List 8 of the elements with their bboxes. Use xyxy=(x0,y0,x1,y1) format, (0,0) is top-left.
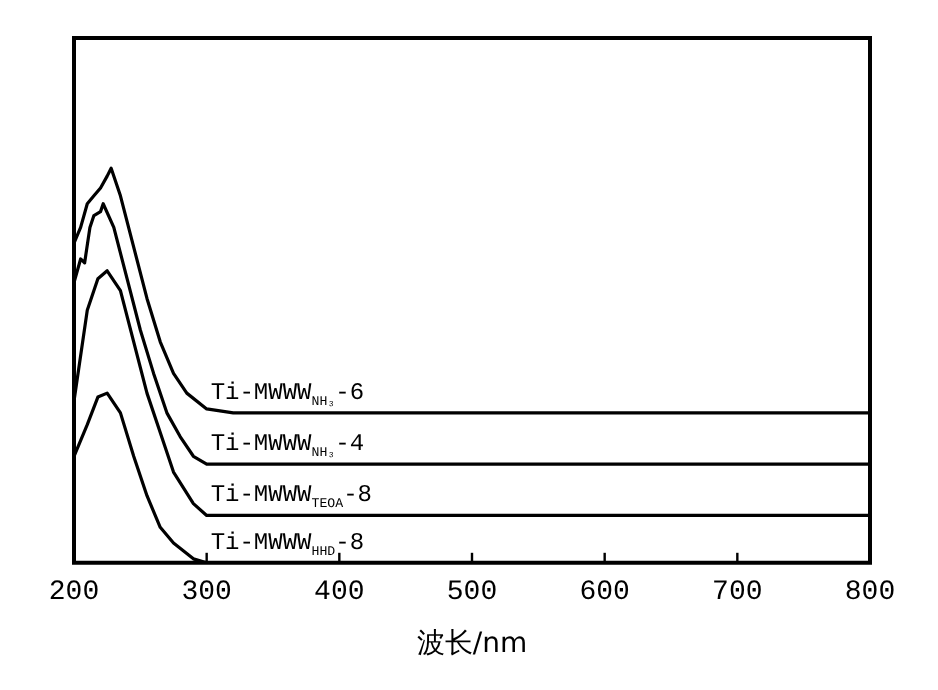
x-tick-label: 700 xyxy=(712,577,763,610)
x-axis-title: 波长/nm xyxy=(416,628,528,661)
x-tick-label: 800 xyxy=(844,577,896,610)
x-tick-label: 200 xyxy=(48,577,100,610)
x-tick-label: 300 xyxy=(181,577,232,610)
x-tick-label: 400 xyxy=(314,577,365,610)
x-tick-label: 500 xyxy=(446,577,498,610)
x-tick-label: 600 xyxy=(579,577,630,610)
